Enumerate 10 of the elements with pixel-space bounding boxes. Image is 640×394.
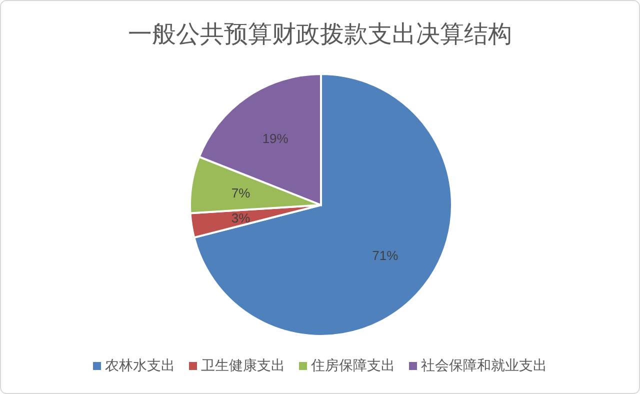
legend-label: 卫生健康支出	[201, 357, 285, 373]
data-label: 7%	[231, 185, 251, 200]
data-label: 19%	[262, 130, 289, 146]
legend-label: 社会保障和就业支出	[421, 357, 547, 373]
pie-slice	[193, 73, 453, 337]
data-label: 71%	[372, 248, 399, 263]
legend-label: 住房保障支出	[310, 357, 395, 373]
data-label: 3%	[231, 210, 251, 226]
chart-title: 一般公共预算财政拨款支出决算结构	[128, 21, 512, 48]
legend-label: 农林水支出	[105, 357, 175, 373]
